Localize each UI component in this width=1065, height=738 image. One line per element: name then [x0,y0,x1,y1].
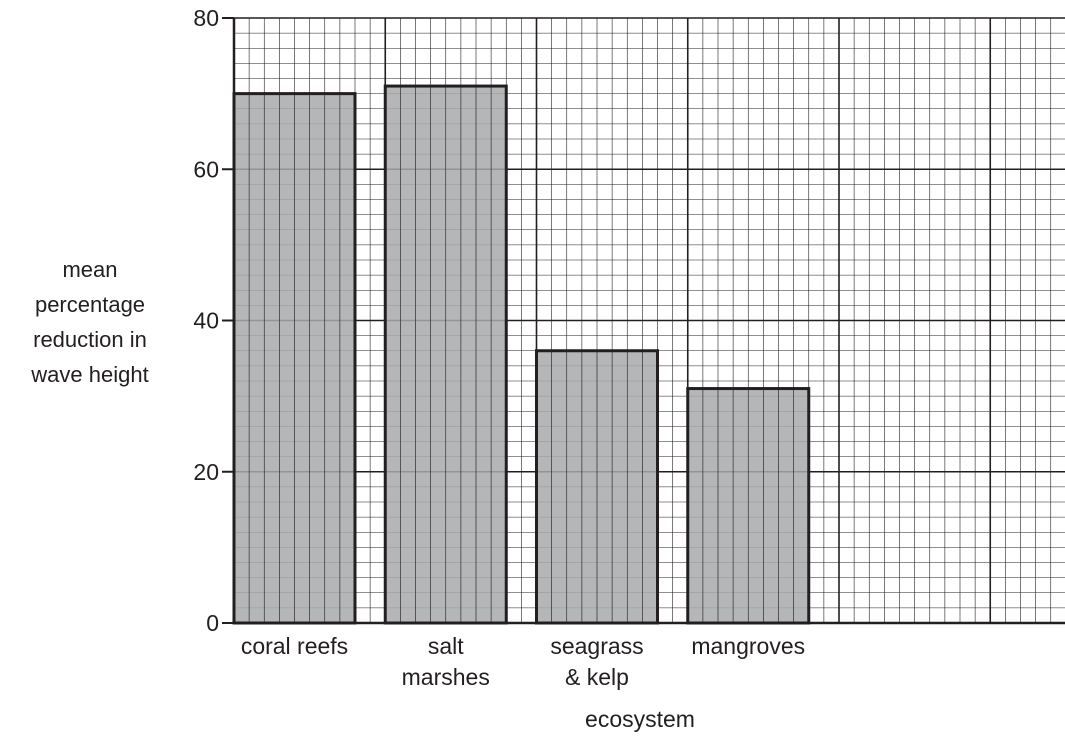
x-category-label: & kelp [565,664,629,690]
y-tick-label: 0 [206,610,219,636]
x-category-label: salt [428,633,464,659]
y-axis-title-line: wave height [30,362,148,387]
y-axis-title-line: percentage [35,292,145,317]
y-axis-title-line: reduction in [33,327,147,352]
x-category-label: marshes [402,664,490,690]
bars [232,84,811,625]
y-tick-label: 60 [193,156,219,182]
x-category-label: mangroves [691,633,805,659]
x-category-label: coral reefs [241,633,348,659]
y-tick-label: 40 [193,308,219,334]
y-axis-title-line: mean [62,257,117,282]
x-axis-title: ecosystem [585,706,695,732]
y-tick-label: 80 [193,5,219,31]
y-axis-ticks: 0 20 40 60 80 [193,5,234,636]
x-axis-categories: coral reefs salt marshes seagrass & kelp mang… [241,633,805,690]
y-tick-label: 20 [193,459,219,485]
y-axis-title: mean percentage reduction in wave height [30,257,148,387]
x-category-label: seagrass [550,633,643,659]
